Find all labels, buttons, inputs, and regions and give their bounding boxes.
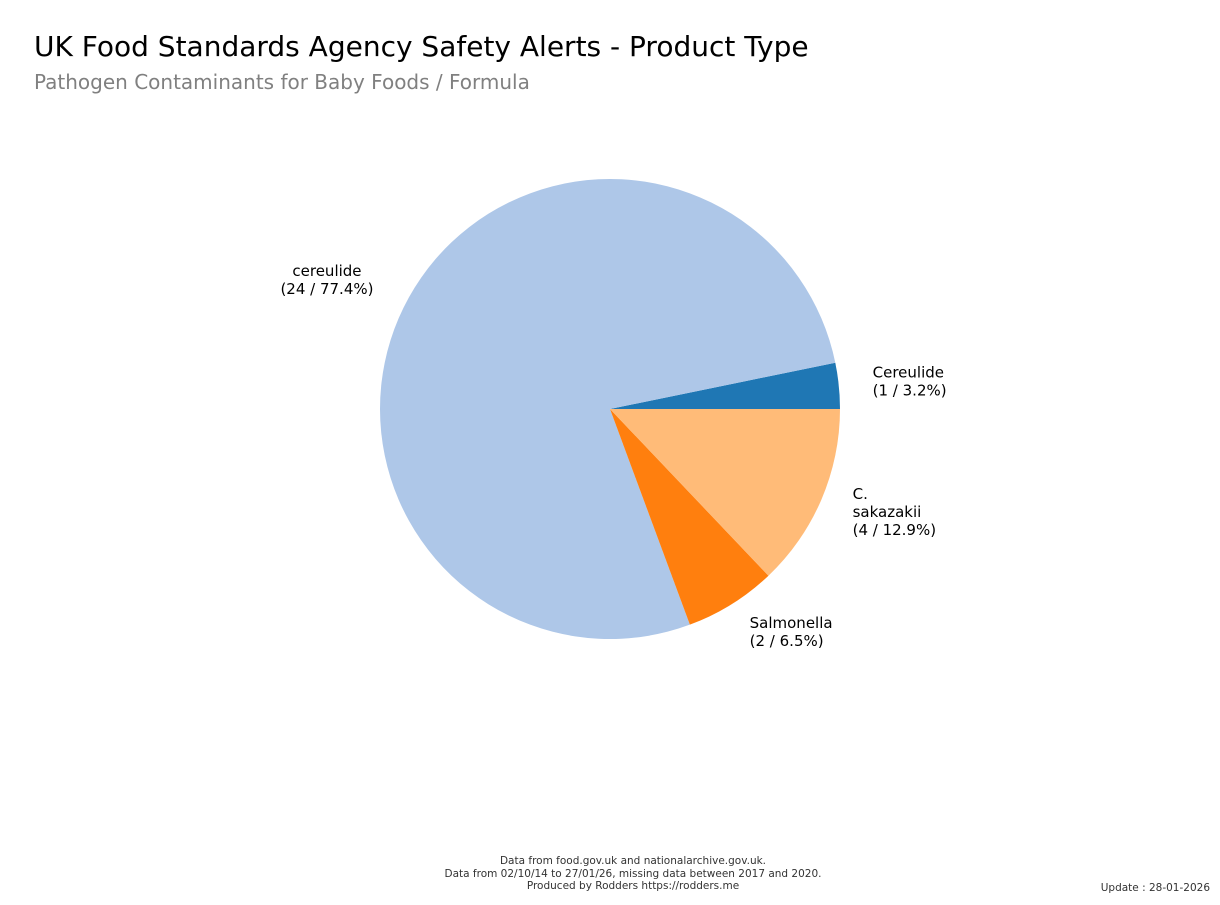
footer-line-credit: Produced by Rodders https://rodders.me <box>526 880 740 892</box>
slice-label-value: (1 / 3.2%) <box>873 381 947 399</box>
chart-title: UK Food Standards Agency Safety Alerts -… <box>34 30 809 63</box>
pie-slice <box>379 179 836 639</box>
update-date: Update : 28-01-2026 <box>1100 882 1210 894</box>
pie-slice <box>610 409 840 576</box>
slice-label: cereulide(24 / 77.4%) <box>280 262 373 298</box>
slice-label-value: (4 / 12.9%) <box>853 521 937 539</box>
chart-subtitle: Pathogen Contaminants for Baby Foods / F… <box>34 70 530 94</box>
slice-label: Cereulide(1 / 3.2%) <box>873 363 947 399</box>
slice-label-name: sakazakii <box>853 503 922 521</box>
pie-slice <box>610 409 769 625</box>
slice-label-value: (24 / 77.4%) <box>280 280 373 298</box>
pie-slice <box>610 362 840 409</box>
slice-label-value: (2 / 6.5%) <box>750 632 824 650</box>
slice-label-name: Salmonella <box>750 614 833 632</box>
slice-label: C.sakazakii(4 / 12.9%) <box>853 485 937 539</box>
footer-line-sources: Data from food.gov.uk and nationalarchiv… <box>499 855 767 867</box>
slice-label-name: Cereulide <box>873 363 944 381</box>
slice-label-name: cereulide <box>292 262 361 280</box>
slice-label-name: C. <box>853 485 868 503</box>
slice-label: Salmonella(2 / 6.5%) <box>750 614 833 650</box>
footer-notes: Data from food.gov.uk and nationalarchiv… <box>0 855 1220 893</box>
footer-line-range: Data from 02/10/14 to 27/01/26, missing … <box>444 867 822 880</box>
